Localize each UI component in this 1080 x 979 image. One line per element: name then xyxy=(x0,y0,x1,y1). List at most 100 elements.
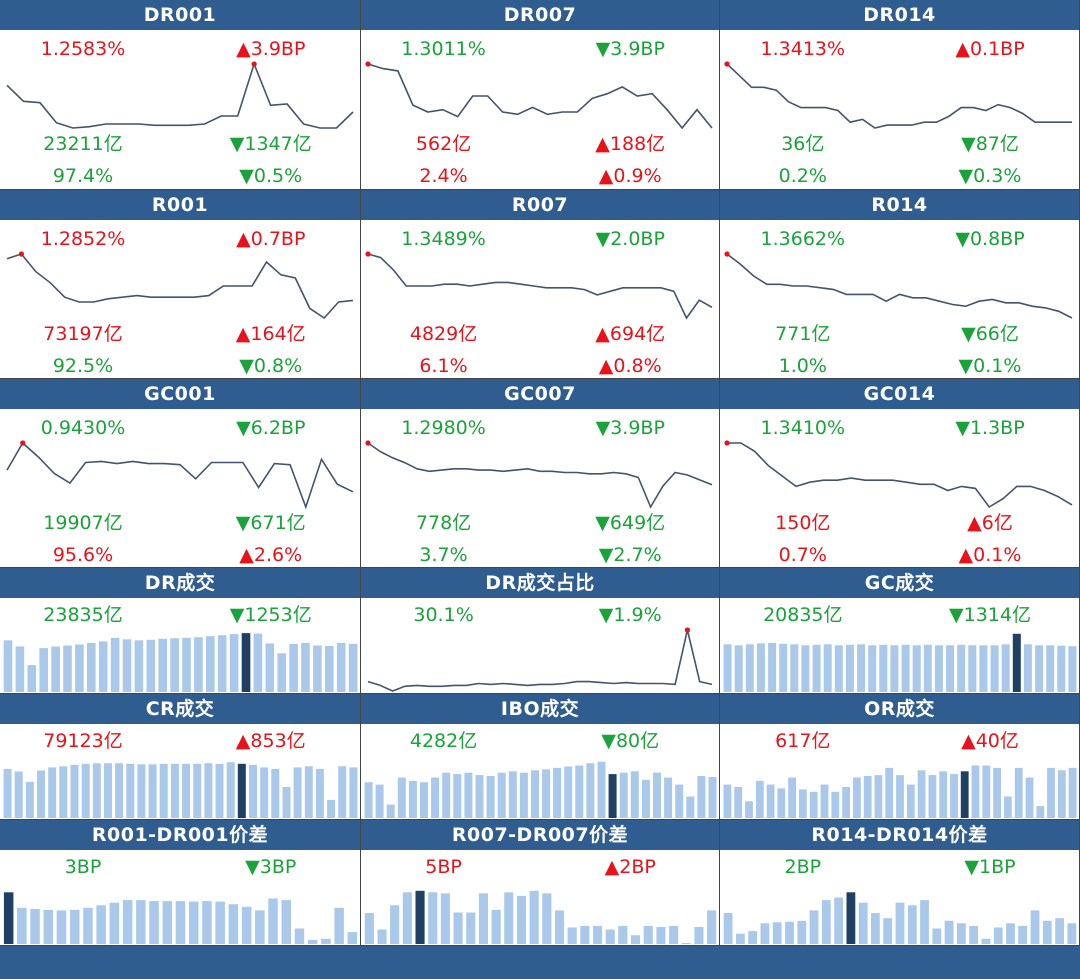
panel-title: GC成交 xyxy=(720,568,1079,598)
value-label: 4829亿 xyxy=(409,323,478,345)
bar-highlight xyxy=(608,774,617,818)
bar xyxy=(204,763,213,818)
panel-title: DR014 xyxy=(720,0,1079,30)
bar xyxy=(756,643,765,692)
bar xyxy=(542,893,552,944)
latest-point-marker xyxy=(724,440,730,446)
bar xyxy=(466,912,476,944)
bar xyxy=(834,645,843,692)
bar xyxy=(957,644,966,692)
bar xyxy=(950,774,958,818)
bar xyxy=(1042,920,1052,945)
change-label: ▼3.9BP xyxy=(595,417,665,439)
change-label: ▲164亿 xyxy=(235,323,306,345)
latest-point-marker xyxy=(365,440,371,446)
bar xyxy=(260,767,269,818)
bar xyxy=(226,762,235,818)
bar xyxy=(134,640,144,692)
panel-title: R007-DR007价差 xyxy=(361,820,719,850)
bar xyxy=(294,928,305,944)
panel-9: DR成交 23835亿 ▼1253亿 xyxy=(0,568,361,694)
panel-title: GC001 xyxy=(0,379,360,409)
bar xyxy=(464,772,473,818)
bar xyxy=(917,770,926,818)
value-label: 1.3413% xyxy=(760,38,846,60)
bar xyxy=(348,643,358,692)
sparkline-chart xyxy=(365,440,713,509)
panel-14: OR成交 617亿 ▲40亿 xyxy=(720,694,1080,820)
bar xyxy=(790,644,799,692)
bar-highlight xyxy=(846,892,856,944)
bar xyxy=(895,902,905,944)
change-label: ▼87亿 xyxy=(961,133,1019,155)
bar xyxy=(1068,646,1077,692)
bar xyxy=(990,645,999,692)
panel-title: R001 xyxy=(0,190,360,220)
bar xyxy=(619,772,628,818)
bar xyxy=(27,665,37,692)
bar xyxy=(912,645,921,692)
series-line xyxy=(367,442,713,509)
bar xyxy=(229,634,239,692)
bar xyxy=(109,902,120,944)
panel-15: R001-DR001价差 3BP ▼3BP xyxy=(0,820,361,946)
bar-chart xyxy=(3,892,358,945)
change-label: ▼1253亿 xyxy=(229,604,312,626)
panel-17: R014-DR014价差 2BP ▼1BP xyxy=(720,820,1080,946)
bar xyxy=(879,644,888,692)
change-label: ▼0.1% xyxy=(958,355,1022,377)
bar xyxy=(377,929,387,944)
panel-13: IBO成交 4282亿 ▼80亿 xyxy=(361,694,720,820)
bar xyxy=(81,763,90,819)
bar xyxy=(723,913,733,944)
bar xyxy=(797,920,807,945)
bar xyxy=(420,782,428,818)
bar xyxy=(14,771,23,818)
bar xyxy=(253,633,263,692)
value-label: 3.7% xyxy=(419,544,468,566)
panel-8: GC014 1.3410% ▼1.3BP 150亿 ▲6亿 0.7% ▲0.1% xyxy=(720,379,1080,568)
bar xyxy=(327,799,336,818)
bar xyxy=(605,929,615,944)
value-label: 1.3662% xyxy=(760,228,846,250)
bar xyxy=(1004,796,1012,818)
bar xyxy=(519,772,528,818)
bar-highlight xyxy=(1012,633,1021,692)
bar xyxy=(37,770,45,818)
bar xyxy=(3,640,13,692)
bar xyxy=(697,776,706,818)
value-label: 617亿 xyxy=(775,730,831,752)
latest-point-marker xyxy=(18,251,25,257)
value-label: 0.2% xyxy=(778,165,827,187)
change-label: ▼1314亿 xyxy=(949,604,1031,626)
bar xyxy=(137,764,146,818)
bar xyxy=(597,761,606,818)
bar xyxy=(845,644,854,692)
bar xyxy=(575,765,584,818)
latest-point-marker xyxy=(724,251,730,257)
series-line xyxy=(726,253,1073,319)
bar xyxy=(946,645,955,692)
value-label: 97.4% xyxy=(52,165,114,187)
value-label: 2.4% xyxy=(419,165,468,187)
bar xyxy=(669,925,679,944)
bar xyxy=(821,900,831,944)
bar xyxy=(428,892,438,944)
latest-point-marker xyxy=(365,61,371,67)
value-label: 1.2980% xyxy=(401,417,486,439)
bar xyxy=(686,796,695,818)
bar xyxy=(39,648,48,692)
panel-2: DR014 1.3413% ▲0.1BP 36亿 ▼87亿 0.2% ▼0.3% xyxy=(720,0,1080,190)
panel-title: IBO成交 xyxy=(361,694,719,724)
bar-chart xyxy=(723,633,1077,692)
panel-7: GC007 1.2980% ▼3.9BP 778亿 ▼649亿 3.7% ▼2.7% xyxy=(361,379,720,568)
bar xyxy=(497,772,506,818)
change-label: ▲694亿 xyxy=(595,323,666,345)
value-label: 2BP xyxy=(784,856,822,878)
change-label: ▼1.9% xyxy=(598,604,662,626)
bar xyxy=(255,910,265,944)
bar xyxy=(215,901,225,944)
panel-title: CR成交 xyxy=(0,694,360,724)
panel-16: R007-DR007价差 5BP ▲2BP xyxy=(361,820,720,946)
bar-highlight xyxy=(241,633,251,692)
